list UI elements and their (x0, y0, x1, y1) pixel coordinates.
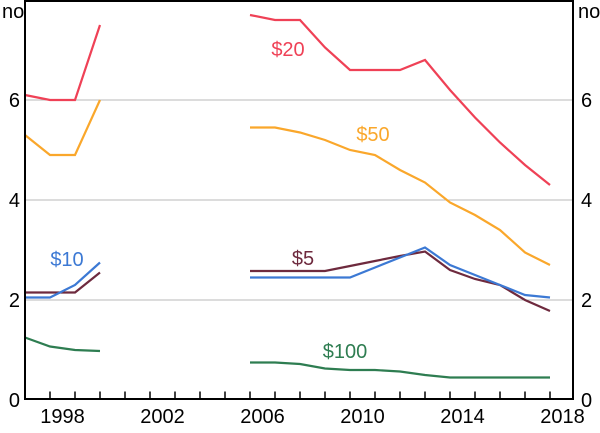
y-label-left-2: 2 (9, 290, 20, 312)
plot-frame (24, 0, 574, 400)
series-label-10: $10 (50, 249, 83, 271)
x-label-1998: 1998 (40, 406, 85, 428)
y-label-left-0: 0 (9, 390, 20, 412)
y-label-right-0: 0 (581, 390, 592, 412)
line-5-segment-1 (25, 271, 101, 294)
x-label-2018: 2018 (540, 406, 585, 428)
line-100-segment-1 (24, 336, 101, 353)
line-50-segment-2 (250, 126, 551, 266)
y-label-left-6: 6 (9, 90, 20, 112)
x-axis-labels: 1998 2002 2006 2010 2014 2018 (40, 406, 585, 428)
line-10-segment-2 (250, 246, 551, 299)
series-label-5: $5 (292, 248, 314, 270)
line-20-segment-1 (24, 24, 102, 102)
x-label-2006: 2006 (240, 406, 285, 428)
y-label-right-4: 4 (581, 190, 592, 212)
line-100-segment-2 (250, 361, 550, 379)
gridlines (26, 99, 574, 301)
x-label-2010: 2010 (340, 406, 385, 428)
series-label-20: $20 (271, 39, 304, 61)
series-labels: $20 $50 $5 $10 $100 (50, 39, 389, 363)
x-label-2014: 2014 (440, 406, 485, 428)
series-label-50: $50 (356, 124, 389, 146)
y-axis-labels: 0 0 2 2 4 4 6 6 (9, 90, 592, 412)
y-label-right-6: 6 (581, 90, 592, 112)
unit-label-right: no (578, 1, 600, 23)
series-label-100: $100 (323, 341, 368, 363)
series-lines (24, 13, 551, 379)
x-label-2002: 2002 (140, 406, 185, 428)
x-axis-ticks (49, 391, 551, 399)
line-20-segment-2 (249, 13, 551, 186)
y-label-left-4: 4 (9, 190, 20, 212)
line-50-segment-1 (24, 99, 102, 157)
unit-label-left: no (2, 1, 24, 23)
line-10-segment-1 (25, 261, 101, 299)
y-label-right-2: 2 (581, 290, 592, 312)
